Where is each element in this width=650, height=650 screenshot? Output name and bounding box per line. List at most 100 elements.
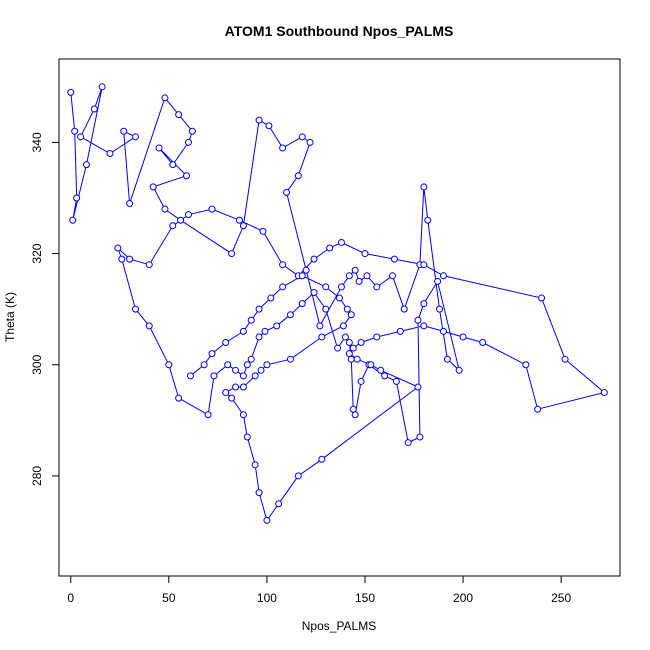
- data-point: [420, 300, 428, 308]
- data-point: [186, 372, 194, 380]
- data-point: [114, 244, 122, 252]
- data-point: [267, 294, 275, 302]
- series-layer: [67, 83, 608, 524]
- data-point: [414, 383, 422, 391]
- data-point: [345, 272, 353, 280]
- data-point: [286, 355, 294, 363]
- data-point: [279, 261, 287, 269]
- data-point: [298, 133, 306, 141]
- x-axis-label: Npos_PALMS: [302, 619, 376, 633]
- x-tick-label: 100: [257, 591, 277, 605]
- data-point: [98, 83, 106, 91]
- data-point: [222, 339, 230, 347]
- data-point: [132, 305, 139, 313]
- data-point: [343, 305, 351, 313]
- data-point: [279, 144, 287, 152]
- data-point: [355, 277, 363, 285]
- data-point: [204, 411, 212, 419]
- data-point: [349, 344, 357, 352]
- data-point: [363, 272, 371, 280]
- data-point: [322, 283, 330, 291]
- data-point: [420, 261, 428, 269]
- data-point: [161, 94, 169, 102]
- data-point: [322, 305, 330, 313]
- y-tick-label: 320: [30, 243, 44, 263]
- data-point: [357, 339, 365, 347]
- data-point: [228, 394, 236, 402]
- data-point: [165, 361, 173, 369]
- data-point: [434, 277, 442, 285]
- data-point: [534, 405, 542, 413]
- data-point: [310, 255, 318, 263]
- x-tick-label: 150: [355, 591, 375, 605]
- data-point: [443, 355, 451, 363]
- data-point: [255, 489, 263, 497]
- data-point: [228, 250, 236, 258]
- data-point: [436, 305, 444, 313]
- data-point: [373, 333, 381, 341]
- data-point: [424, 216, 432, 224]
- data-point: [283, 188, 291, 196]
- data-point: [522, 361, 530, 369]
- data-point: [77, 133, 85, 141]
- data-point: [235, 216, 243, 224]
- data-point: [208, 205, 216, 213]
- data-point: [404, 439, 412, 447]
- data-point: [298, 300, 306, 308]
- data-point: [257, 366, 265, 374]
- data-point: [239, 222, 247, 230]
- data-point: [243, 361, 251, 369]
- data-point: [239, 372, 247, 380]
- data-point: [183, 172, 190, 180]
- x-tick-label: 200: [453, 591, 473, 605]
- data-point: [275, 500, 283, 508]
- data-point: [175, 394, 183, 402]
- data-point: [316, 322, 324, 330]
- data-point: [263, 361, 271, 369]
- y-axis-label: Theta (K): [3, 292, 17, 342]
- y-tick-label: 280: [30, 466, 44, 486]
- data-point: [396, 327, 404, 335]
- data-point: [339, 322, 347, 330]
- data-point: [286, 311, 294, 319]
- data-point: [345, 350, 353, 358]
- data-point: [349, 405, 357, 413]
- data-point: [71, 127, 79, 135]
- data-point: [243, 433, 251, 441]
- data-point: [294, 472, 302, 480]
- data-point: [210, 372, 218, 380]
- data-point: [169, 222, 177, 230]
- data-point: [377, 366, 385, 374]
- data-point: [479, 339, 487, 347]
- data-point: [247, 355, 255, 363]
- data-point: [208, 350, 216, 358]
- x-tick-label: 50: [162, 591, 176, 605]
- y-tick-label: 300: [30, 354, 44, 374]
- data-point: [120, 127, 128, 135]
- x-tick-label: 0: [67, 591, 74, 605]
- data-point: [538, 294, 546, 302]
- data-point: [353, 355, 361, 363]
- data-point: [126, 200, 134, 208]
- data-point: [388, 272, 396, 280]
- data-point: [69, 216, 77, 224]
- data-point: [347, 311, 355, 319]
- data-point: [459, 333, 467, 341]
- data-point: [326, 244, 334, 252]
- y-axis: 280 300 320 340: [30, 132, 60, 486]
- data-point: [420, 322, 428, 330]
- data-point: [337, 283, 345, 291]
- data-point: [251, 372, 259, 380]
- data-point: [261, 327, 269, 335]
- data-point: [106, 150, 114, 158]
- data-point: [392, 377, 400, 385]
- data-point: [279, 283, 287, 291]
- data-point: [294, 172, 302, 180]
- data-point: [336, 294, 343, 302]
- data-point: [175, 111, 183, 119]
- data-point: [224, 361, 232, 369]
- data-point: [73, 194, 81, 202]
- data-point: [184, 211, 192, 219]
- data-point: [259, 227, 267, 235]
- data-point: [439, 272, 447, 280]
